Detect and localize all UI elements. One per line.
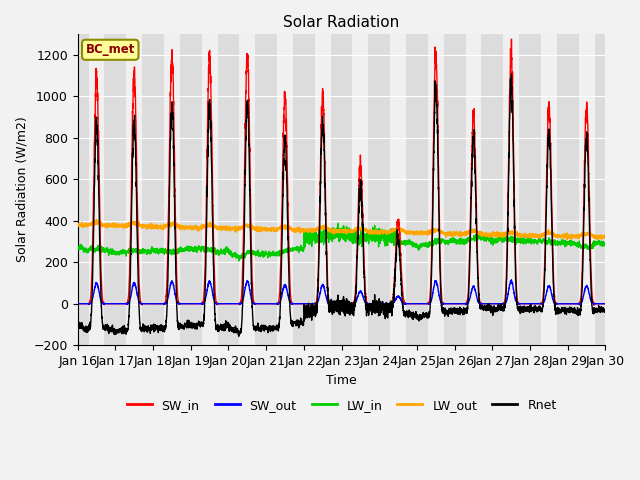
Legend: SW_in, SW_out, LW_in, LW_out, Rnet: SW_in, SW_out, LW_in, LW_out, Rnet xyxy=(122,394,561,417)
Y-axis label: Solar Radiation (W/m2): Solar Radiation (W/m2) xyxy=(15,117,28,263)
Bar xyxy=(202,34,218,345)
Bar xyxy=(541,34,557,345)
Bar xyxy=(88,34,104,345)
Bar xyxy=(428,34,444,345)
X-axis label: Time: Time xyxy=(326,373,357,386)
Bar xyxy=(315,34,331,345)
Bar xyxy=(164,34,180,345)
Bar xyxy=(353,34,368,345)
Text: BC_met: BC_met xyxy=(86,43,135,56)
Bar xyxy=(503,34,519,345)
Title: Solar Radiation: Solar Radiation xyxy=(284,15,399,30)
Bar xyxy=(390,34,406,345)
Bar xyxy=(465,34,481,345)
Bar xyxy=(239,34,255,345)
Bar xyxy=(579,34,595,345)
Bar xyxy=(277,34,293,345)
Bar xyxy=(126,34,142,345)
